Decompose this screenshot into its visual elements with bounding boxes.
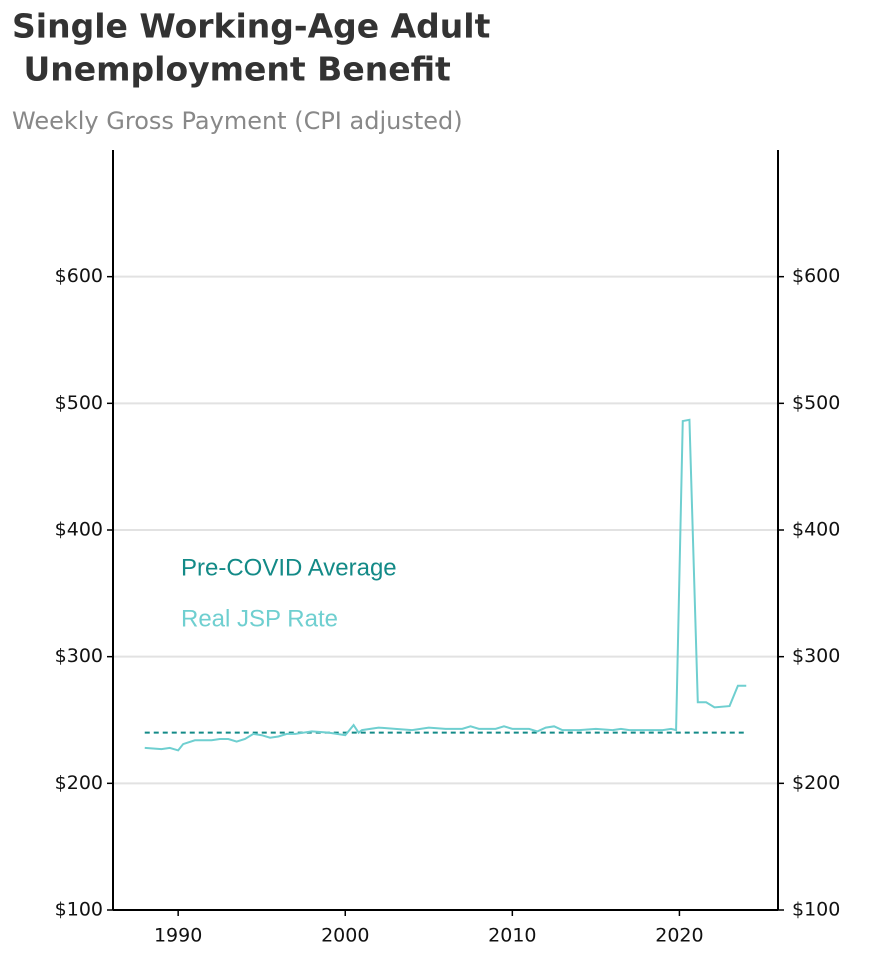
y-tick-label: $600 bbox=[55, 265, 103, 287]
y2-tick-label: $600 bbox=[792, 265, 840, 287]
y-tick-label: $300 bbox=[55, 645, 103, 667]
legend-label: Pre-COVID Average bbox=[181, 554, 397, 581]
x-tick-label: 2010 bbox=[488, 925, 536, 947]
chart-title: Unemployment Benefit bbox=[12, 50, 451, 89]
y-tick-label: $100 bbox=[55, 899, 103, 921]
x-tick-label: 1990 bbox=[154, 925, 202, 947]
y2-tick-label: $200 bbox=[792, 772, 840, 794]
y-tick-label: $500 bbox=[55, 392, 103, 414]
y2-tick-label: $300 bbox=[792, 645, 840, 667]
chart-title: Single Working-Age Adult bbox=[12, 7, 491, 46]
legend-label: Real JSP Rate bbox=[181, 605, 338, 632]
x-tick-label: 2000 bbox=[321, 925, 369, 947]
y2-tick-label: $400 bbox=[792, 519, 840, 541]
x-tick-label: 2020 bbox=[655, 925, 703, 947]
y2-tick-label: $500 bbox=[792, 392, 840, 414]
chart-subtitle: Weekly Gross Payment (CPI adjusted) bbox=[12, 107, 463, 135]
y-tick-label: $200 bbox=[55, 772, 103, 794]
y2-tick-label: $100 bbox=[792, 899, 840, 921]
line-series bbox=[144, 418, 747, 752]
y-tick-label: $400 bbox=[55, 519, 103, 541]
